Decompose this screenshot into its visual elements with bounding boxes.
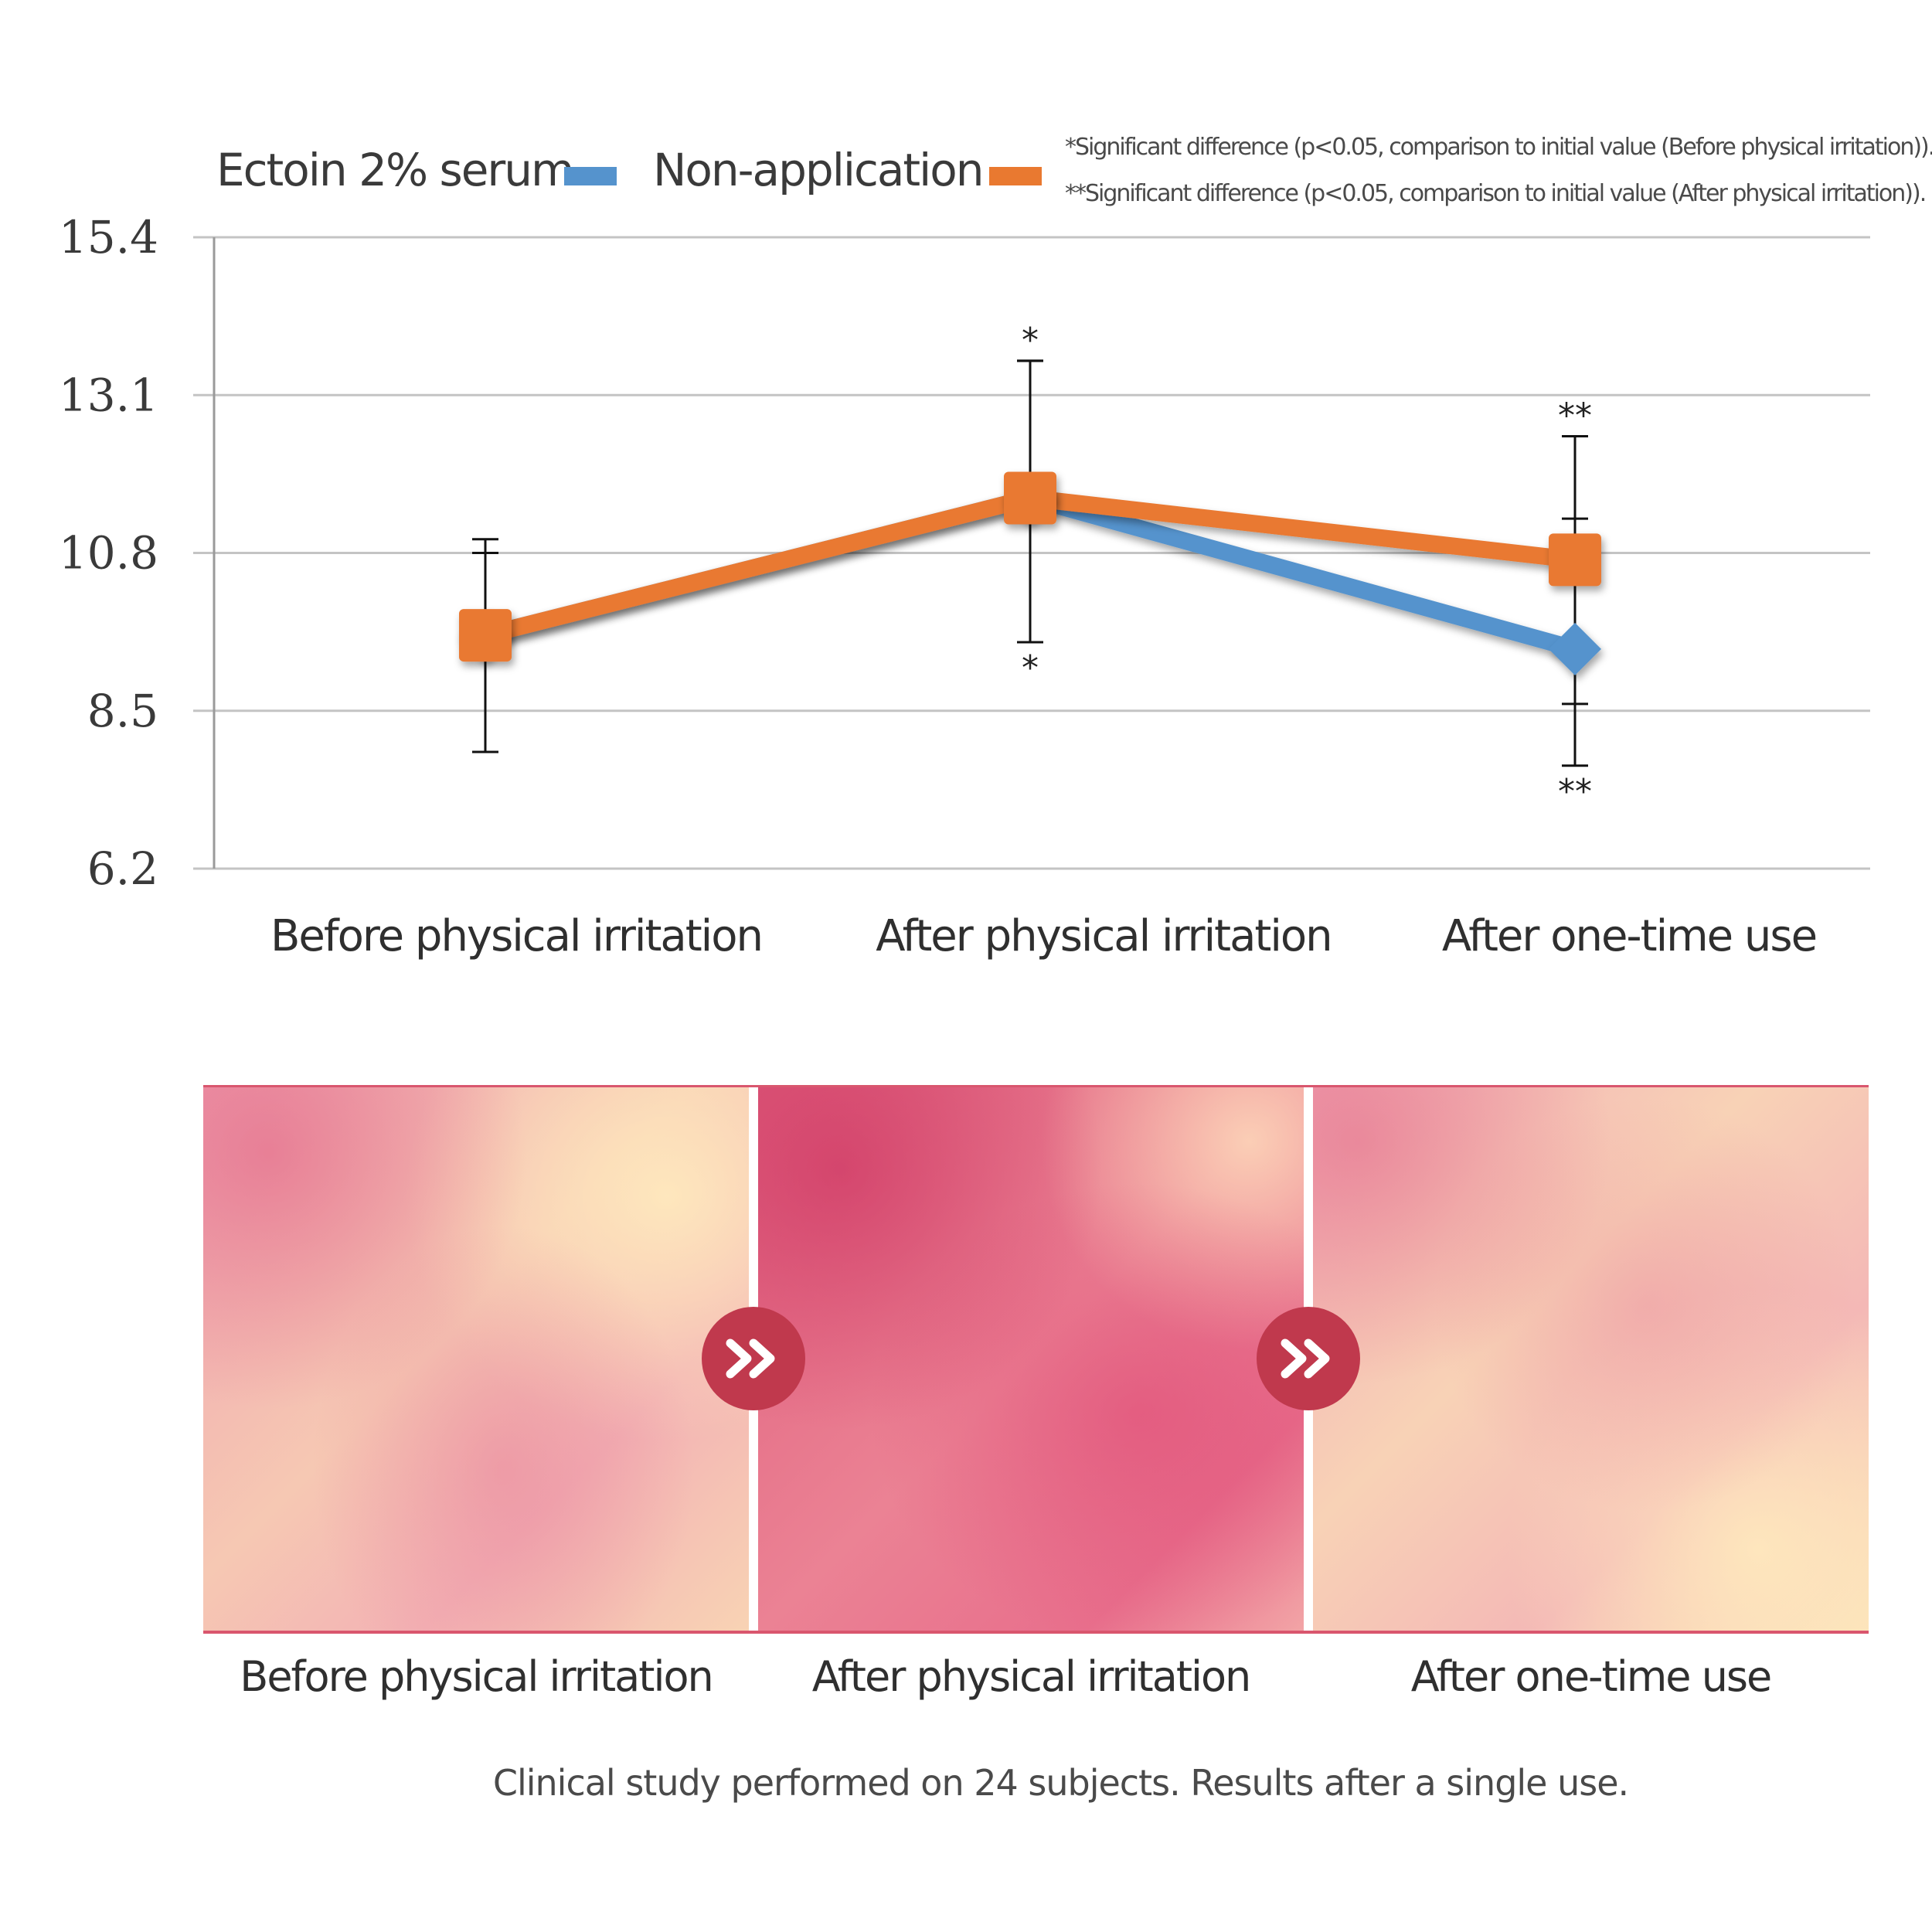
skin-photo-after-irritation	[758, 1087, 1304, 1631]
skin-photo-after-use	[1313, 1087, 1869, 1631]
data-point-non-application	[459, 609, 512, 662]
data-point-ectoin	[1549, 622, 1601, 675]
skin-photo-strip	[203, 1085, 1869, 1634]
skin-photo-before-irritation	[203, 1087, 749, 1631]
study-footnote: Clinical study performed on 24 subjects.…	[492, 1762, 1629, 1804]
x-category-label: After one-time use	[1442, 911, 1816, 961]
significance-star: **	[1558, 396, 1592, 436]
significance-star: *	[1022, 648, 1039, 688]
legend-non-application-swatch	[989, 167, 1042, 185]
x-axis: Before physical irritation After physical…	[270, 911, 1818, 961]
legend-ectoin-swatch	[564, 167, 617, 185]
series-markers	[459, 471, 1601, 675]
significance-markers: ******	[1022, 321, 1592, 811]
y-tick-label: 15.4	[59, 211, 158, 264]
photo-label-before-irritation: Before physical irritation	[240, 1652, 713, 1701]
photo-label-after-irritation: After physical irritation	[811, 1652, 1252, 1701]
y-axis: 15.4 13.1 10.8 8.5 6.2	[59, 211, 158, 895]
significance-star: *	[1022, 321, 1039, 360]
photo-strip-top-border	[203, 1085, 1869, 1087]
line-chart: Ectoin 2% serum Non-application *Signifi…	[59, 134, 1932, 961]
significance-star: **	[1558, 772, 1592, 811]
double-chevron-right-icon	[702, 1307, 805, 1410]
legend: Ectoin 2% serum Non-application *Signifi…	[216, 134, 1932, 207]
x-category-label: Before physical irritation	[270, 911, 762, 961]
photo-strip-bottom-border	[203, 1631, 1869, 1634]
y-tick-label: 10.8	[59, 527, 158, 580]
double-chevron-right-icon	[1257, 1307, 1360, 1410]
x-category-label: After physical irritation	[876, 911, 1331, 961]
y-tick-label: 8.5	[87, 685, 158, 737]
data-point-non-application	[1549, 533, 1601, 587]
significance-note-1: *Significant difference (p<0.05, compari…	[1065, 134, 1932, 161]
significance-note-2: **Significant difference (p<0.05, compar…	[1065, 180, 1925, 207]
y-tick-label: 6.2	[87, 842, 158, 895]
error-bars	[472, 359, 1588, 767]
photo-label-after-use: After one-time use	[1410, 1652, 1773, 1701]
legend-ectoin-label: Ectoin 2% serum	[216, 144, 573, 196]
legend-non-application-label: Non-application	[653, 144, 983, 196]
data-point-non-application	[1004, 471, 1056, 525]
y-tick-label: 13.1	[59, 369, 158, 421]
